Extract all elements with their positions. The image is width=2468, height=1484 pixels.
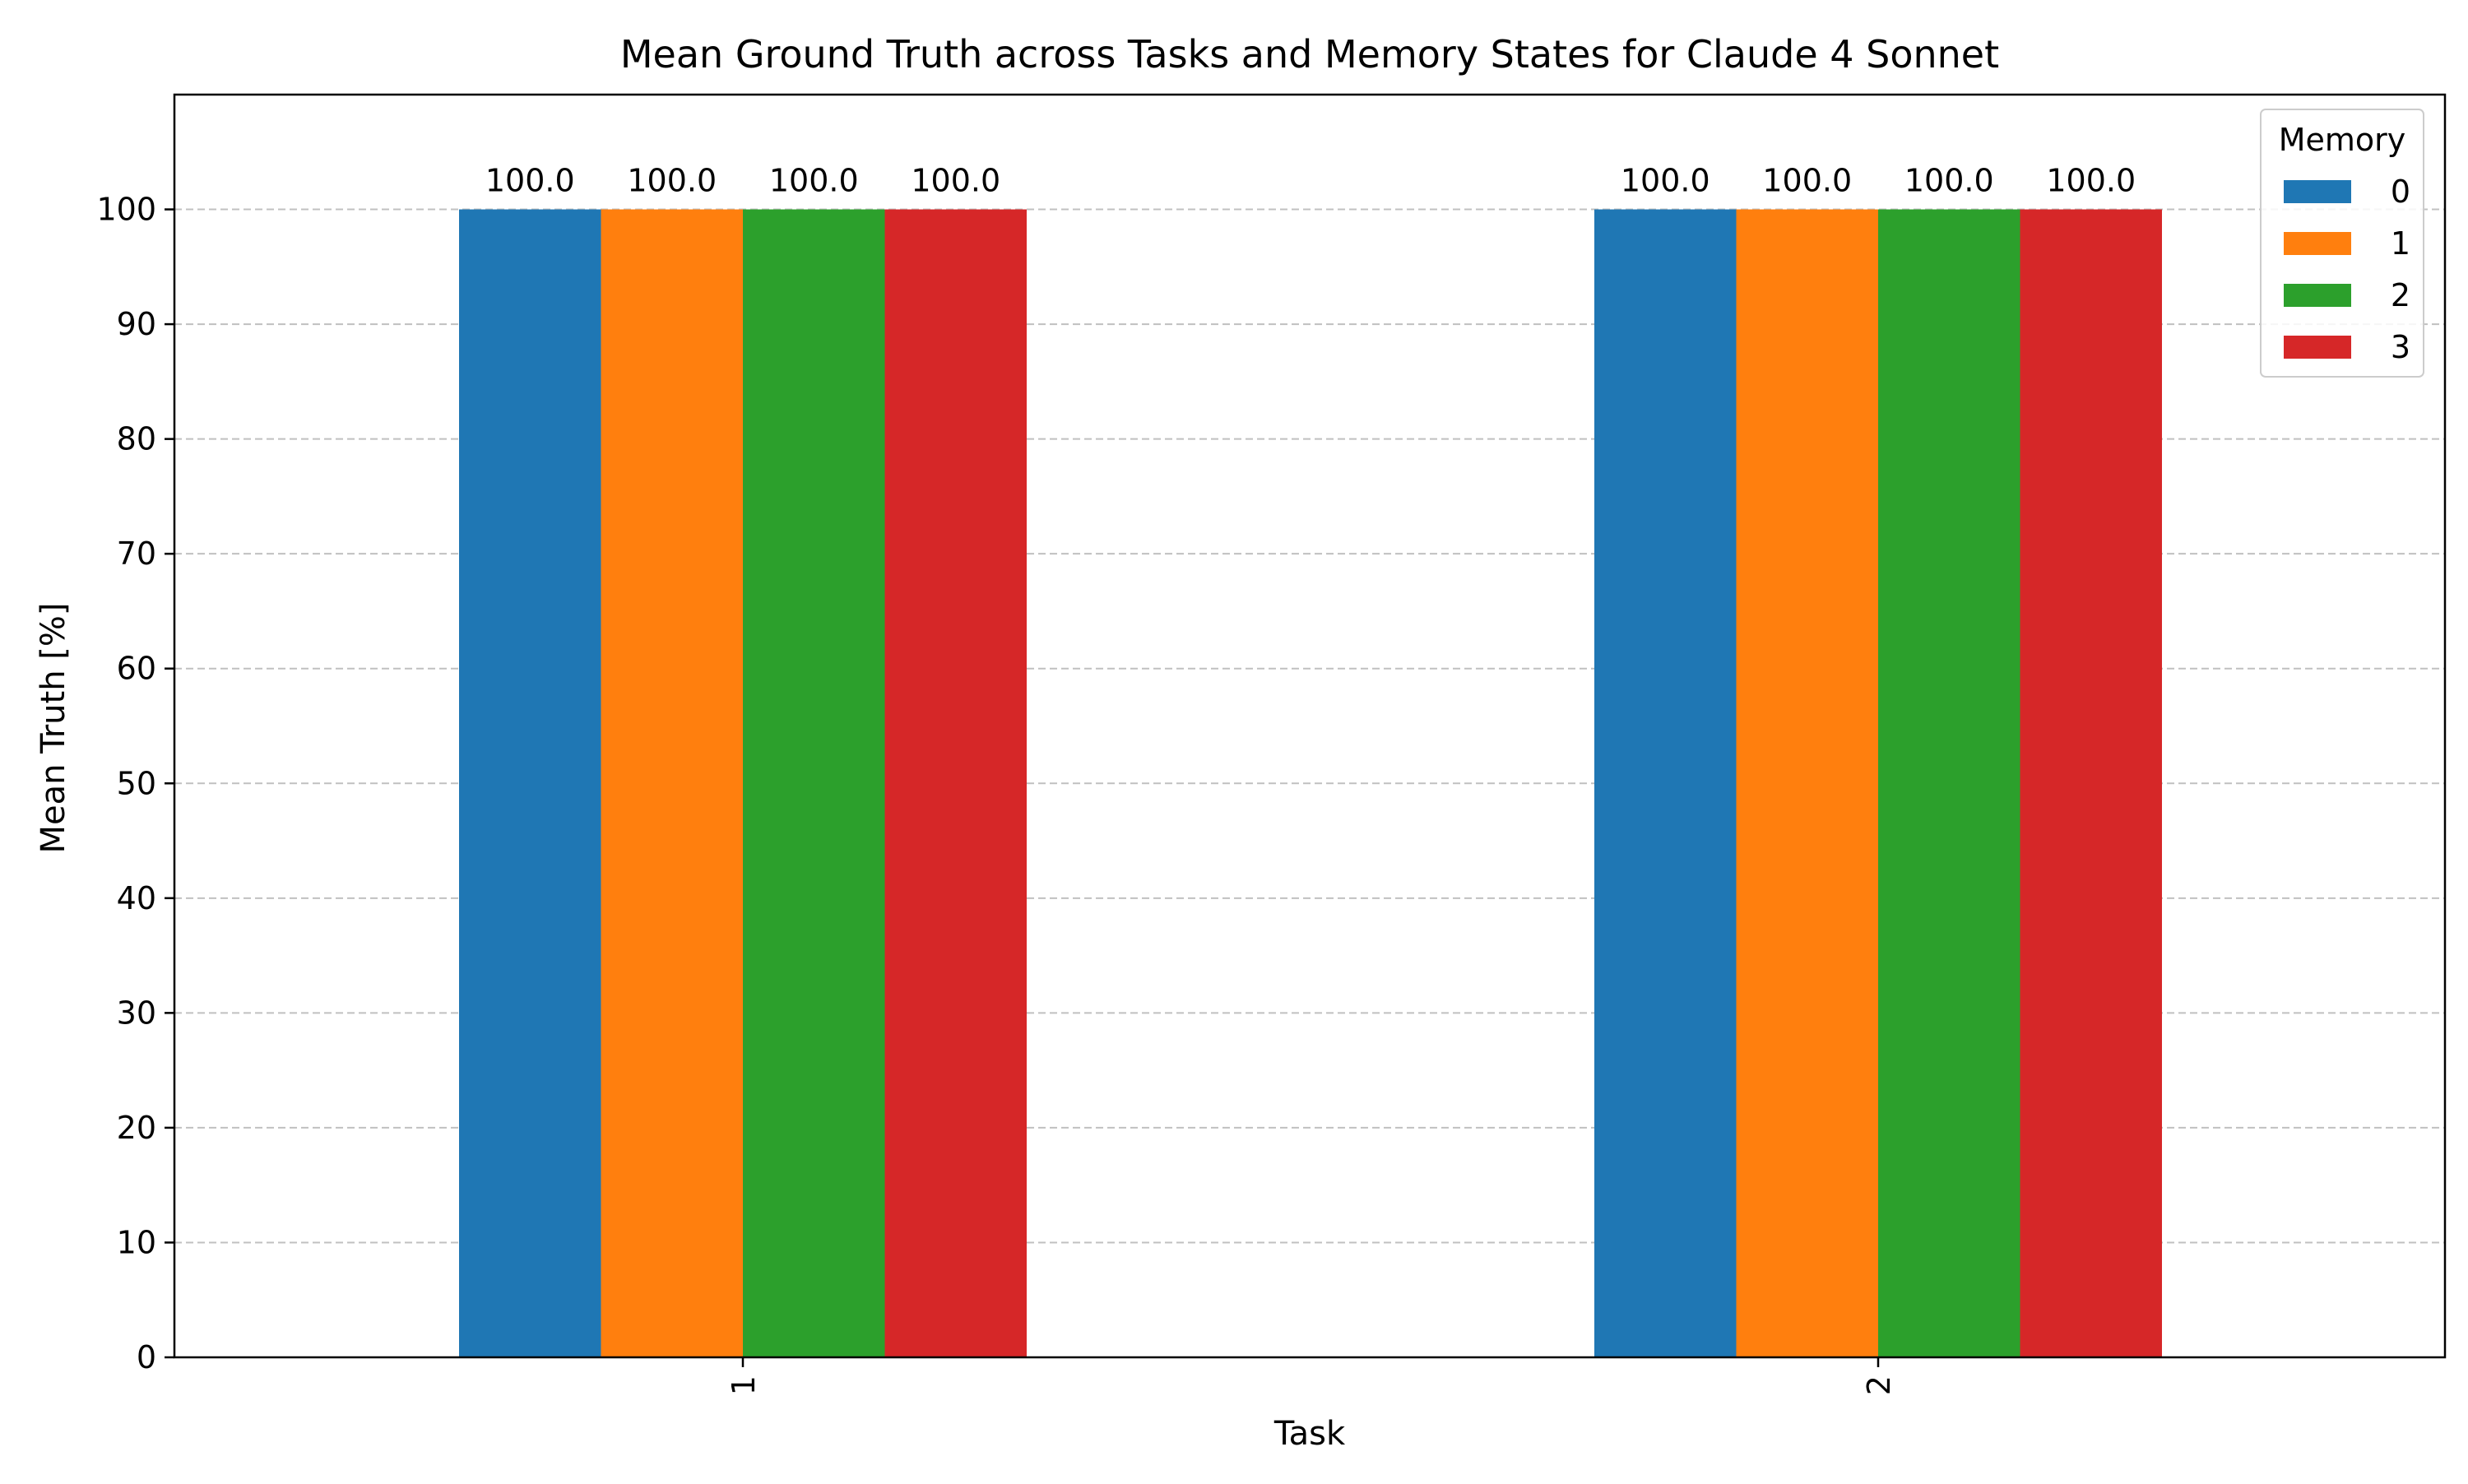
x-axis-label: Task: [1273, 1415, 1346, 1453]
y-tick-label-100: 100: [96, 192, 156, 228]
data-label-task-2-memory-0: 100.0: [1621, 163, 1710, 199]
y-axis: 0 10 20 30 40 50 60 70 80 90 100: [96, 192, 174, 1375]
data-label-task-1-memory-1: 100.0: [627, 163, 717, 199]
legend-swatch-0: [2284, 180, 2351, 203]
bar-task-1-memory-1: [601, 209, 743, 1358]
data-label-task-2-memory-3: 100.0: [2046, 163, 2136, 199]
legend-swatch-2: [2284, 284, 2351, 307]
y-tick-label-80: 80: [117, 421, 156, 457]
bar-task-2-memory-3: [2020, 209, 2162, 1358]
bar-task-1-memory-0: [459, 209, 601, 1358]
legend-label-2: 2: [2391, 277, 2410, 313]
y-tick-label-0: 0: [137, 1339, 156, 1375]
y-tick-label-60: 60: [117, 651, 156, 687]
legend-label-0: 0: [2391, 174, 2410, 210]
data-labels-layer: 100.0 100.0 100.0 100.0 100.0 100.0 100.0 100.0: [485, 163, 2136, 199]
x-tick-label-2: 2: [1861, 1375, 1897, 1395]
bar-task-2-memory-0: [1594, 209, 1737, 1358]
legend-swatch-1: [2284, 232, 2351, 255]
y-tick-label-90: 90: [117, 306, 156, 342]
chart-title: Mean Ground Truth across Tasks and Memor…: [620, 32, 1999, 77]
data-label-task-2-memory-1: 100.0: [1762, 163, 1852, 199]
legend: Memory 0 1 2 3: [2260, 109, 2424, 378]
data-label-task-1-memory-0: 100.0: [485, 163, 575, 199]
y-tick-label-10: 10: [117, 1224, 156, 1260]
data-label-task-2-memory-2: 100.0: [1904, 163, 1994, 199]
legend-label-1: 1: [2391, 225, 2410, 262]
legend-title: Memory: [2279, 122, 2406, 158]
bar-task-2-memory-1: [1736, 209, 1878, 1358]
y-axis-label: Mean Truth [%]: [35, 602, 72, 853]
data-label-task-1-memory-2: 100.0: [769, 163, 859, 199]
bar-task-2-memory-2: [1878, 209, 2020, 1358]
legend-label-3: 3: [2391, 329, 2410, 365]
x-tick-label-1: 1: [726, 1375, 762, 1395]
legend-swatch-3: [2284, 336, 2351, 359]
y-tick-label-50: 50: [117, 765, 156, 801]
plot-frame: [173, 93, 2447, 1359]
y-tick-label-70: 70: [117, 536, 156, 572]
bar-task-1-memory-2: [743, 209, 885, 1358]
y-tick-label-40: 40: [117, 880, 156, 916]
bar-task-1-memory-3: [884, 209, 1027, 1358]
y-tick-label-20: 20: [117, 1110, 156, 1146]
bars-layer: [459, 209, 2162, 1358]
data-label-task-1-memory-3: 100.0: [911, 163, 1000, 199]
y-tick-label-30: 30: [117, 995, 156, 1031]
